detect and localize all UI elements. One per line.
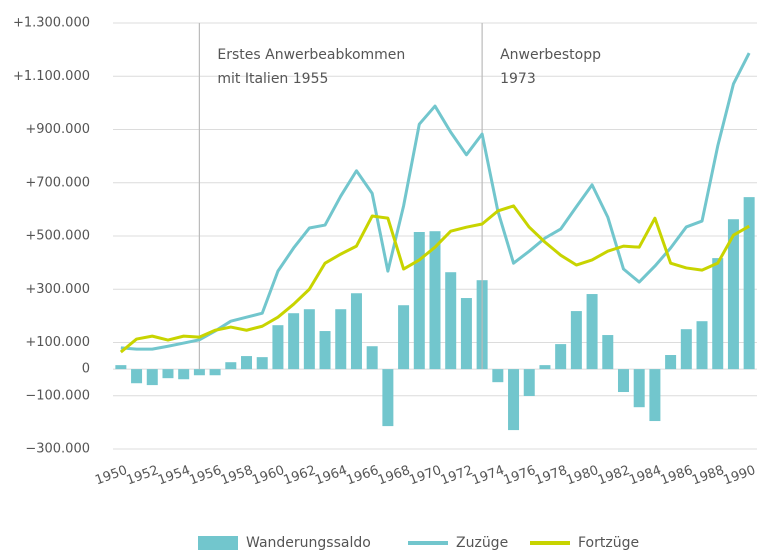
bar xyxy=(586,294,598,370)
bar xyxy=(350,293,362,370)
x-tick-label: 1960 xyxy=(250,463,286,488)
x-tick-label: 1984 xyxy=(627,463,663,488)
annotation-text: Erstes Anwerbeabkommen xyxy=(217,47,405,63)
y-tick-label: −100.000 xyxy=(25,388,90,403)
annotation-text: mit Italien 1955 xyxy=(217,71,328,87)
bar xyxy=(272,325,284,370)
x-tick-label: 1978 xyxy=(533,463,569,488)
bar xyxy=(649,369,661,422)
bar xyxy=(209,369,221,376)
bar xyxy=(241,356,253,370)
y-tick-label: 0 xyxy=(82,362,90,377)
bar xyxy=(665,355,677,370)
legend-label: Zuzüge xyxy=(456,535,508,551)
bar xyxy=(319,331,331,370)
x-tick-label: 1954 xyxy=(156,463,192,488)
x-tick-label: 1988 xyxy=(690,463,726,488)
bar xyxy=(131,369,143,384)
y-tick-label: +100.000 xyxy=(25,335,90,350)
y-tick-label: +500.000 xyxy=(25,229,90,244)
y-tick-label: +700.000 xyxy=(25,175,90,190)
bar xyxy=(335,309,347,370)
bar xyxy=(366,346,378,370)
annotation-text: 1973 xyxy=(500,71,536,87)
x-tick-label: 1982 xyxy=(596,463,632,488)
bar xyxy=(508,369,520,431)
bar xyxy=(445,272,457,370)
y-tick-label: +300.000 xyxy=(25,282,90,297)
bar xyxy=(398,305,410,370)
legend-label: Fortzüge xyxy=(578,535,639,551)
bar xyxy=(727,219,739,370)
y-tick-label: +1.100.000 xyxy=(13,69,90,84)
bar xyxy=(617,369,629,393)
legend-label: Wanderungssaldo xyxy=(246,535,371,551)
bar xyxy=(193,369,205,376)
line xyxy=(119,204,750,354)
bar xyxy=(115,365,127,370)
bar xyxy=(429,231,441,370)
bar xyxy=(555,344,567,370)
bar xyxy=(523,369,535,397)
x-tick-label: 1950 xyxy=(93,463,129,488)
x-tick-label: 1956 xyxy=(187,463,223,488)
x-tick-label: 1952 xyxy=(125,463,161,488)
bar xyxy=(539,365,551,370)
bar xyxy=(492,369,504,383)
y-tick-label: +1.300.000 xyxy=(13,16,90,31)
bar xyxy=(256,357,268,370)
legend-swatch xyxy=(198,536,238,550)
x-tick-label: 1986 xyxy=(659,463,695,488)
bar xyxy=(178,369,190,380)
x-tick-label: 1990 xyxy=(721,463,757,488)
x-tick-label: 1980 xyxy=(564,463,600,488)
bar xyxy=(460,298,472,370)
bar xyxy=(570,311,582,370)
x-tick-label: 1976 xyxy=(502,463,538,488)
bar xyxy=(712,258,724,370)
x-tick-label: 1964 xyxy=(313,463,349,488)
x-tick-label: 1968 xyxy=(376,463,412,488)
y-tick-label: +900.000 xyxy=(25,122,90,137)
x-tick-label: 1958 xyxy=(219,463,255,488)
bar xyxy=(162,369,174,379)
bar xyxy=(225,362,237,370)
bar xyxy=(382,369,394,427)
bar xyxy=(743,197,755,370)
bar xyxy=(146,369,158,386)
x-tick-label: 1974 xyxy=(470,463,506,488)
bar xyxy=(633,369,645,408)
bar xyxy=(680,329,692,370)
x-tick-label: 1970 xyxy=(407,463,443,488)
line xyxy=(120,52,751,351)
x-tick-label: 1962 xyxy=(282,463,318,488)
annotation-text: Anwerbestopp xyxy=(500,47,601,63)
y-tick-label: −300.000 xyxy=(25,442,90,457)
bar xyxy=(288,313,300,370)
x-tick-label: 1972 xyxy=(439,463,475,488)
bar xyxy=(696,321,708,370)
x-tick-label: 1966 xyxy=(345,463,381,488)
bar xyxy=(602,335,614,370)
bar xyxy=(413,232,425,370)
bar xyxy=(303,309,315,370)
